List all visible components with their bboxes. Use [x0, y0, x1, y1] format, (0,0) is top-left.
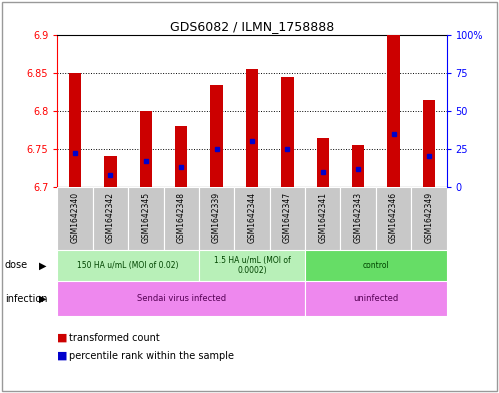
Bar — [269, 187, 305, 250]
Text: dose: dose — [5, 260, 28, 270]
Bar — [305, 250, 447, 281]
Text: GSM1642349: GSM1642349 — [425, 192, 434, 243]
Text: GSM1642341: GSM1642341 — [318, 192, 327, 243]
Bar — [140, 111, 152, 187]
Bar — [128, 187, 164, 250]
Text: GSM1642340: GSM1642340 — [70, 192, 79, 243]
Text: ■: ■ — [57, 351, 68, 361]
Text: GSM1642344: GSM1642344 — [248, 192, 256, 243]
Bar — [57, 281, 305, 316]
Bar — [235, 187, 269, 250]
Bar — [199, 250, 305, 281]
Bar — [69, 73, 81, 187]
Text: GSM1642346: GSM1642346 — [389, 192, 398, 243]
Title: GDS6082 / ILMN_1758888: GDS6082 / ILMN_1758888 — [170, 20, 334, 33]
Text: infection: infection — [5, 294, 47, 304]
Bar — [104, 156, 117, 187]
Bar — [352, 145, 364, 187]
Text: Sendai virus infected: Sendai virus infected — [137, 294, 226, 303]
Text: 1.5 HA u/mL (MOI of
0.0002): 1.5 HA u/mL (MOI of 0.0002) — [214, 255, 290, 275]
Bar — [340, 187, 376, 250]
Text: uninfected: uninfected — [353, 294, 399, 303]
Bar — [387, 35, 400, 187]
Text: GSM1642342: GSM1642342 — [106, 192, 115, 243]
Bar — [411, 187, 447, 250]
Bar — [57, 250, 199, 281]
Bar — [199, 187, 235, 250]
Bar — [57, 187, 93, 250]
Text: 150 HA u/mL (MOI of 0.02): 150 HA u/mL (MOI of 0.02) — [77, 261, 179, 270]
Bar — [316, 138, 329, 187]
Text: GSM1642345: GSM1642345 — [141, 192, 150, 243]
Text: GSM1642347: GSM1642347 — [283, 192, 292, 243]
Text: GSM1642339: GSM1642339 — [212, 192, 221, 243]
Bar — [246, 70, 258, 187]
Bar — [211, 84, 223, 187]
Text: GSM1642348: GSM1642348 — [177, 192, 186, 243]
Bar — [305, 281, 447, 316]
Text: GSM1642343: GSM1642343 — [354, 192, 363, 243]
Bar — [281, 77, 293, 187]
Bar — [164, 187, 199, 250]
Bar — [376, 187, 411, 250]
Bar — [175, 126, 188, 187]
Bar — [423, 100, 435, 187]
Text: transformed count: transformed count — [69, 333, 160, 343]
Text: ▶: ▶ — [38, 294, 46, 304]
Text: control: control — [362, 261, 389, 270]
Bar — [93, 187, 128, 250]
Text: ■: ■ — [57, 333, 68, 343]
Text: ▶: ▶ — [38, 260, 46, 270]
Bar — [305, 187, 340, 250]
Text: percentile rank within the sample: percentile rank within the sample — [69, 351, 234, 361]
